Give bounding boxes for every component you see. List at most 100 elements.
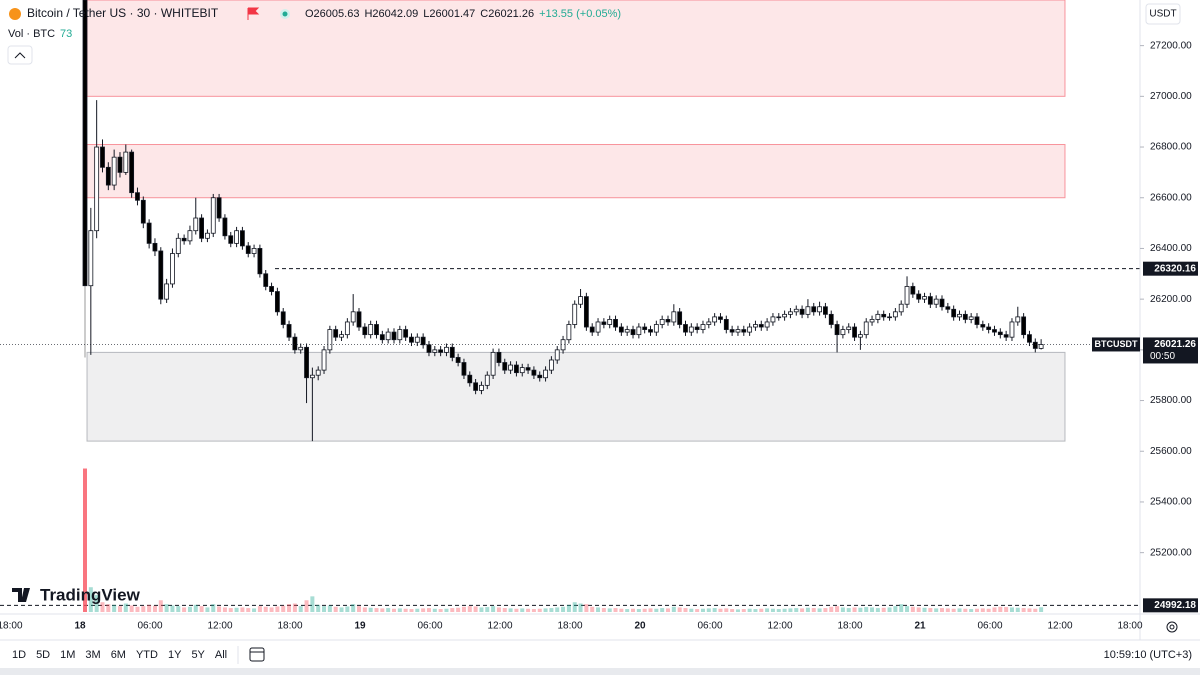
- range-button[interactable]: 1Y: [168, 649, 182, 661]
- volume-bar: [438, 609, 443, 612]
- settings-icon[interactable]: [1166, 621, 1178, 633]
- y-tick-label: 26200.00: [1150, 294, 1192, 305]
- volume-bar: [129, 605, 134, 612]
- volume-bar: [741, 609, 746, 612]
- volume-bar: [555, 607, 560, 612]
- x-tick-label: 12:00: [487, 621, 512, 632]
- y-tick-label: 26600.00: [1150, 192, 1192, 203]
- volume-bar: [543, 608, 548, 612]
- x-tick-label: 18:00: [557, 621, 582, 632]
- volume-bar: [327, 605, 332, 612]
- candle-body: [566, 324, 572, 341]
- volume-bar: [794, 608, 799, 612]
- candle-body: [589, 326, 595, 333]
- volume-bar: [217, 606, 222, 612]
- volume-bar: [1027, 608, 1032, 612]
- volume-bar: [357, 606, 362, 612]
- candle-body: [659, 319, 665, 325]
- volume-bar: [397, 608, 402, 612]
- candle-body: [957, 313, 962, 318]
- volume-bar: [817, 608, 822, 612]
- flag-icon[interactable]: [247, 7, 260, 20]
- candle-body: [444, 346, 449, 353]
- volume-bar: [747, 608, 752, 612]
- candle-body: [869, 319, 875, 323]
- candle-body: [852, 326, 857, 338]
- range-button[interactable]: 5D: [36, 649, 50, 661]
- candle-body: [502, 362, 508, 371]
- y-tick-label: 25600.00: [1150, 446, 1192, 457]
- candle-body: [129, 151, 135, 194]
- candle-body: [857, 334, 863, 338]
- volume-bar: [613, 608, 618, 612]
- volume-bar: [572, 602, 577, 612]
- volume-bar: [537, 608, 542, 612]
- range-button[interactable]: 1D: [12, 649, 26, 661]
- candle-body: [199, 217, 205, 239]
- volume-bar: [846, 608, 851, 612]
- candle-body: [764, 321, 770, 328]
- volume-bar: [222, 607, 227, 612]
- candle-body: [286, 324, 292, 338]
- volume-bar: [940, 608, 945, 612]
- clock: 10:59:10 (UTC+3): [1104, 649, 1192, 661]
- watermark: TradingView: [40, 585, 141, 604]
- volume-bar: [496, 607, 501, 612]
- volume-bar: [974, 608, 979, 612]
- candle-body: [251, 248, 257, 254]
- volume-bar: [625, 609, 630, 612]
- candle-body: [1003, 334, 1009, 338]
- candle-body: [951, 308, 957, 318]
- range-button[interactable]: All: [215, 649, 227, 661]
- x-tick-label: 18:00: [837, 621, 862, 632]
- candle-body: [397, 329, 403, 341]
- candle-body: [496, 351, 502, 363]
- range-button[interactable]: 1M: [60, 649, 75, 661]
- volume-bar: [298, 606, 303, 612]
- candle-body: [531, 369, 537, 376]
- candle-body: [467, 374, 473, 384]
- ohlc-value: C26021.26: [480, 8, 534, 20]
- candle-body: [723, 319, 729, 330]
- volume-label: Vol · BTC: [8, 28, 55, 40]
- volume-bar: [257, 606, 262, 612]
- candle-body: [508, 364, 513, 371]
- candle-body: [980, 324, 986, 328]
- x-tick-label: 12:00: [1047, 621, 1072, 632]
- volume-bar: [660, 608, 665, 612]
- volume-bar: [193, 604, 198, 612]
- range-button[interactable]: 5Y: [191, 649, 205, 661]
- currency-button[interactable]: [1145, 3, 1181, 25]
- candle-body: [758, 324, 764, 328]
- volume-bar: [619, 608, 624, 612]
- range-button[interactable]: 3M: [85, 649, 100, 661]
- volume-bar: [782, 608, 787, 612]
- volume-bar: [811, 608, 816, 612]
- candle-body: [922, 296, 927, 300]
- volume-bar: [1015, 607, 1020, 612]
- y-tick-label: 27000.00: [1150, 91, 1192, 102]
- volume-bar: [351, 604, 356, 612]
- volume-bar: [182, 607, 187, 612]
- date-range-icon[interactable]: [249, 647, 265, 662]
- x-tick-label: 12:00: [767, 621, 792, 632]
- candle-body: [875, 313, 881, 320]
- candle-body: [887, 316, 892, 319]
- collapse-button[interactable]: [7, 45, 33, 65]
- zone: [86, 351, 1066, 442]
- last-price: 26021.26: [1154, 339, 1196, 350]
- watermark-logo: [12, 588, 30, 602]
- range-button[interactable]: 6M: [111, 649, 126, 661]
- volume-bar: [677, 607, 682, 612]
- volume-bar: [945, 608, 950, 612]
- candle-body: [677, 311, 683, 325]
- range-button[interactable]: YTD: [136, 649, 158, 661]
- volume-bar: [531, 609, 536, 612]
- volume-bar: [252, 608, 257, 612]
- candle-body: [648, 329, 653, 333]
- volume-bar: [112, 604, 117, 612]
- candle-body: [473, 382, 479, 391]
- volume-bar: [467, 606, 472, 612]
- candle-body: [245, 245, 251, 254]
